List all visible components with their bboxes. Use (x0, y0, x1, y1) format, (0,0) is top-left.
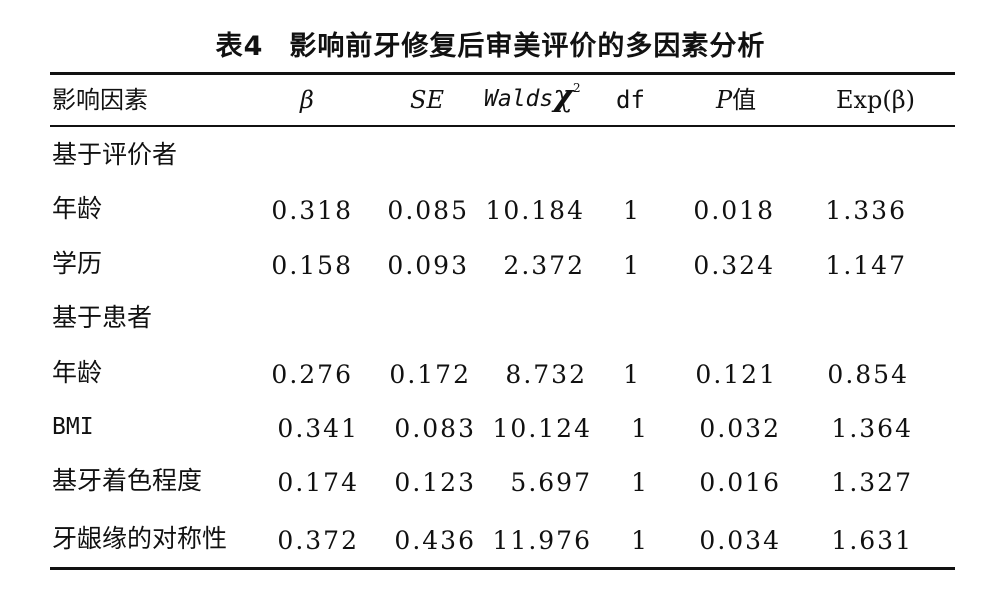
row-df: 1 (631, 526, 649, 555)
row-factor: 年龄 (52, 358, 103, 387)
header-wald-prefix: Walds (484, 86, 554, 112)
row-factor: 学历 (52, 249, 103, 278)
header-df: df (616, 86, 645, 114)
row-wald: 8.732 (505, 360, 587, 389)
row-se: 0.172 (389, 360, 471, 389)
header-beta: β (300, 86, 314, 114)
row-df: 1 (631, 414, 649, 443)
row-df: 1 (623, 251, 641, 280)
row-se: 0.085 (387, 196, 469, 225)
row-beta: 0.276 (271, 360, 353, 389)
row-p: 0.121 (695, 360, 777, 389)
header-factor: 影响因素 (52, 86, 148, 114)
row-se: 0.083 (394, 414, 476, 443)
header-p-italic: P (716, 86, 733, 114)
group-label: 基于评价者 (52, 140, 178, 169)
row-df: 1 (623, 196, 641, 225)
row-wald: 2.372 (503, 251, 585, 280)
row-beta: 0.318 (271, 196, 353, 225)
row-p: 0.018 (693, 196, 775, 225)
row-df: 1 (631, 468, 649, 497)
row-se: 0.436 (394, 526, 476, 555)
header-rule (50, 125, 955, 127)
row-wald: 5.697 (510, 468, 592, 497)
header-p-suffix: 值 (732, 86, 757, 114)
row-exp: 1.364 (831, 414, 913, 443)
header-wald-chi: χ (553, 79, 573, 114)
table-number: 表4 (215, 31, 264, 62)
row-se: 0.123 (394, 468, 476, 497)
row-factor: 基牙着色程度 (52, 466, 203, 495)
row-se: 0.093 (387, 251, 469, 280)
table-title: 表4 影响前牙修复后审美评价的多因素分析 (0, 24, 981, 63)
bottom-rule (50, 567, 955, 570)
row-beta: 0.158 (271, 251, 353, 280)
table-caption: 影响前牙修复后审美评价的多因素分析 (289, 31, 766, 62)
row-exp: 1.336 (825, 196, 907, 225)
row-wald: 11.976 (492, 526, 592, 555)
row-exp: 0.854 (827, 360, 909, 389)
header-wald-sup: 2 (572, 81, 581, 95)
header-se: SE (410, 86, 444, 114)
row-p: 0.032 (699, 414, 781, 443)
row-wald: 10.124 (492, 414, 592, 443)
row-factor: BMI (52, 414, 94, 440)
row-factor: 年龄 (52, 194, 103, 223)
header-p: P值 (716, 88, 756, 112)
row-p: 0.016 (699, 468, 781, 497)
header-exp: Exp(β) (836, 86, 916, 114)
top-rule (50, 72, 955, 75)
group-label: 基于患者 (52, 303, 153, 332)
header-wald: Waldsχ2 (484, 82, 581, 112)
row-wald: 10.184 (485, 196, 585, 225)
row-beta: 0.372 (277, 526, 359, 555)
row-df: 1 (623, 360, 641, 389)
row-exp: 1.147 (825, 251, 907, 280)
row-p: 0.034 (699, 526, 781, 555)
row-beta: 0.174 (277, 468, 359, 497)
row-beta: 0.341 (277, 414, 359, 443)
row-factor: 牙龈缘的对称性 (52, 524, 228, 553)
row-exp: 1.327 (831, 468, 913, 497)
row-exp: 1.631 (831, 526, 913, 555)
row-p: 0.324 (693, 251, 775, 280)
